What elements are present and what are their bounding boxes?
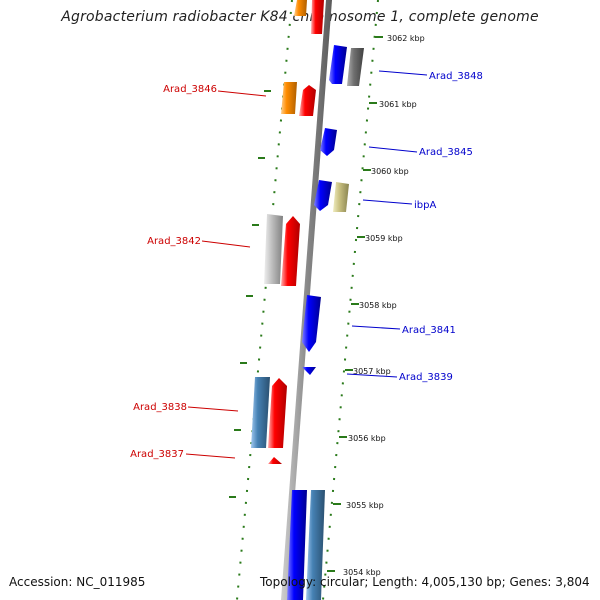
gene-bottom-blue[interactable] <box>287 490 307 600</box>
gene-ibpA-blue[interactable] <box>314 180 332 211</box>
scale-label: 3060 kbp <box>371 167 409 176</box>
gene-label-arad-3846[interactable]: Arad_3846 <box>163 84 217 95</box>
gene-arad-3841[interactable] <box>302 295 321 352</box>
scale-label: 3059 kbp <box>365 234 403 243</box>
gene-arad-3838-steel[interactable] <box>251 377 270 448</box>
gene-top-red[interactable] <box>311 0 324 34</box>
gene-arad-3838[interactable] <box>268 378 287 448</box>
gene-label-arad-3838[interactable]: Arad_3838 <box>133 402 187 413</box>
scale-label: 3056 kbp <box>348 434 386 443</box>
gene-arad-3846-red[interactable] <box>299 85 316 116</box>
gene-label-arad-3837[interactable]: Arad_3837 <box>130 449 184 460</box>
gene-ibpA[interactable] <box>333 182 349 212</box>
gene-arad-3845[interactable] <box>320 128 337 156</box>
tick-rings <box>229 0 383 600</box>
scale-label: 3054 kbp <box>343 568 381 577</box>
gene-label-ibpA[interactable]: ibpA <box>414 200 436 211</box>
gene-label-arad-3842[interactable]: Arad_3842 <box>147 236 201 247</box>
gene-arad-3848[interactable] <box>347 48 364 86</box>
gene-arad-3842-red[interactable] <box>281 216 300 286</box>
scale-label: 3057 kbp <box>353 367 391 376</box>
scale-label: 3055 kbp <box>346 501 384 510</box>
accession-label: Accession: NC_011985 <box>9 575 146 589</box>
scale-label: 3061 kbp <box>379 100 417 109</box>
scale-label: 3058 kbp <box>359 301 397 310</box>
gene-arad-3846[interactable] <box>281 82 297 114</box>
gene-arad-3837[interactable] <box>268 457 282 464</box>
scale-label: 3062 kbp <box>387 34 425 43</box>
gene-label-arad-3841[interactable]: Arad_3841 <box>402 325 456 336</box>
gene-arad-3839[interactable] <box>302 367 316 375</box>
gene-bottom-steel[interactable] <box>306 490 325 600</box>
topology-label: Topology: circular; Length: 4,005,130 bp… <box>260 575 590 589</box>
gene-arad-3842[interactable] <box>264 214 283 284</box>
gene-label-arad-3839[interactable]: Arad_3839 <box>399 372 453 383</box>
gene-top-orange[interactable] <box>294 0 307 16</box>
gene-label-arad-3848[interactable]: Arad_3848 <box>429 71 483 82</box>
gene-arad-3848-blue[interactable] <box>329 45 347 84</box>
gene-label-arad-3845[interactable]: Arad_3845 <box>419 147 473 158</box>
leader-lines <box>185 70 428 459</box>
map-title: Agrobacterium radiobacter K84 chromosome… <box>61 9 539 25</box>
